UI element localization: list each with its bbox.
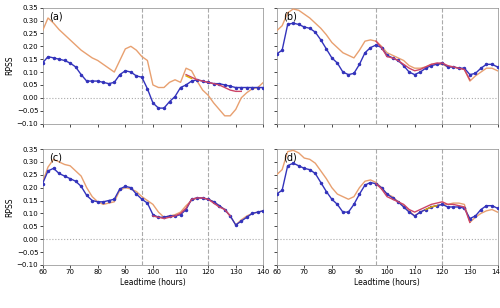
Text: (c): (c) <box>49 152 62 163</box>
X-axis label: Leadtime (hours): Leadtime (hours) <box>354 278 420 287</box>
Text: (d): (d) <box>284 152 297 163</box>
Y-axis label: RPSS: RPSS <box>5 197 14 217</box>
Y-axis label: RPSS: RPSS <box>5 56 14 75</box>
Text: (a): (a) <box>49 11 63 21</box>
Text: (b): (b) <box>284 11 297 21</box>
X-axis label: Leadtime (hours): Leadtime (hours) <box>120 278 186 287</box>
